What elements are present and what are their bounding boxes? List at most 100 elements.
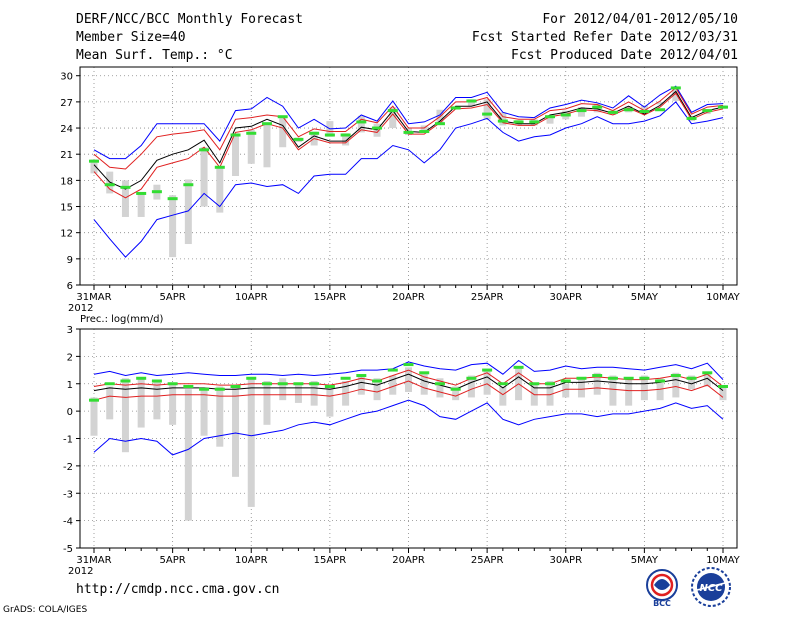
prec-spread-bar [137, 378, 145, 428]
temp-spread-bar [247, 129, 255, 164]
temp-x-tick-label: 5APR [160, 292, 186, 303]
prec-spread-bar [106, 386, 114, 420]
temp-y-tick-label: 27 [60, 98, 73, 109]
temp-y-tick-label: 12 [60, 229, 73, 240]
prec-spread-bar [688, 375, 696, 390]
variable-label: Mean Surf. Temp.: °C [76, 48, 233, 63]
prec-x-tick-label: 10APR [235, 555, 268, 566]
temp-spread-bar [90, 159, 98, 174]
prec-spread-bar [546, 381, 554, 406]
prec-spread-bar [232, 386, 240, 477]
prec-y-tick-label: 0 [67, 407, 73, 418]
temp-spread-bar [232, 133, 240, 176]
prec-spread-bar [279, 378, 287, 401]
prec-spread-bar [200, 389, 208, 436]
temp-spread-bar [483, 99, 491, 120]
temp-spread-bar [279, 116, 287, 148]
temp-y-tick-label: 9 [67, 255, 73, 266]
prec-spread-bar [310, 381, 318, 406]
prec-ensemble_min-line [93, 399, 724, 456]
prec-y-tick-label: -4 [63, 517, 73, 528]
prec-spread-bar [436, 378, 444, 398]
prec-y-tick-label: 3 [67, 325, 73, 336]
prec-y-tick-label: -3 [63, 489, 73, 500]
precip-panel-label: Prec.: log(mm/d) [80, 314, 163, 325]
prec-spread-bar [452, 386, 460, 401]
temp-spread-bar [672, 89, 680, 102]
temp-spread-bar [121, 180, 129, 217]
prec-spread-bar [294, 383, 302, 403]
temp-y-tick-label: 15 [60, 203, 73, 214]
prec-x-tick-label: 5APR [160, 555, 186, 566]
temp-spread-bar [389, 107, 397, 129]
prec-y-tick-label: -2 [63, 462, 73, 473]
prec-ensemble_upper-line [93, 369, 724, 387]
temp-ensemble_upper-line [93, 87, 724, 170]
temp-x-tick-label: 25APR [471, 292, 504, 303]
prec-spread-bar [389, 375, 397, 395]
prec-y-tick-label: 2 [67, 352, 73, 363]
bcc-logo-icon: BCC [646, 569, 678, 608]
forecast-period: For 2012/04/01-2012/05/10 [542, 12, 738, 27]
chart-title: DERF/NCC/BCC Monthly Forecast [76, 12, 303, 27]
prec-x-tick-label: 25APR [471, 555, 504, 566]
temp-x-tick-label: 31MAR [76, 292, 111, 303]
temp-ensemble_min-line [93, 101, 724, 258]
prec-year-label: 2012 [68, 566, 93, 577]
prec-y-tick-label: -1 [63, 435, 73, 446]
temp-spread-bar [640, 105, 648, 114]
prec-spread-bar [169, 383, 177, 425]
temp-spread-bar [200, 147, 208, 207]
temp-y-tick-label: 30 [60, 72, 73, 83]
prec-y-tick-label: -5 [63, 544, 73, 555]
prec-spread-bar [577, 378, 585, 398]
temp-ensemble_mean-line [93, 90, 724, 190]
prec-spread-bar [184, 389, 192, 521]
prec-spread-bar [640, 375, 648, 401]
temp-spread-bar [357, 115, 365, 133]
temp-x-tick-label: 5MAY [631, 292, 659, 303]
prec-spread-bar [153, 381, 161, 420]
prec-spread-bar [703, 372, 711, 387]
temp-x-tick-label: 15APR [314, 292, 347, 303]
footer-url[interactable]: http://cmdp.ncc.cma.gov.cn [76, 582, 280, 597]
prec-spread-bar [420, 372, 428, 395]
prec-spread-bar [467, 375, 475, 398]
prec-x-tick-label: 30APR [549, 555, 582, 566]
temp-y-tick-label: 18 [60, 176, 73, 187]
temp-spread-bar [499, 112, 507, 126]
temperature-panel: 6 9 12 15 18 21 24 27 30 31MAR 5APR 10APR 15APR 20APR… [60, 66, 741, 314]
ncc-logo-text: NCC [699, 583, 723, 594]
temp-x-tick-label: 10APR [235, 292, 268, 303]
temp-spread-bar [546, 116, 554, 124]
prec-x-tick-label: 20APR [392, 555, 425, 566]
prec-spread-bar [625, 378, 633, 406]
member-size: Member Size=40 [76, 30, 186, 45]
temp-x-tick-label: 20APR [392, 292, 425, 303]
prec-spread-bar [247, 378, 255, 507]
prec-spread-bar [672, 372, 680, 398]
temp-spread-bar [184, 179, 192, 245]
prec-spread-bar [121, 378, 129, 453]
prec-spread-bar [483, 370, 491, 395]
temp-y-tick-label: 21 [60, 150, 73, 161]
temp-spread-bar [467, 99, 475, 107]
temp-ensemble_max-line [93, 85, 724, 160]
temp-ensemble_lower-line [93, 92, 724, 199]
prec-spread-bar [216, 386, 224, 447]
grads-credit: GrADS: COLA/IGES [3, 605, 88, 615]
temp-spread-bar [263, 123, 271, 168]
temp-spread-bar [216, 166, 224, 213]
temp-x-tick-label: 30APR [549, 292, 582, 303]
prec-x-tick-label: 31MAR [76, 555, 111, 566]
prec-ensemble_max-line [93, 359, 724, 380]
temp-y-tick-label: 6 [67, 281, 73, 292]
prec-spread-bar [609, 375, 617, 406]
ncc-logo-icon: NCC [691, 567, 731, 607]
prec-spread-bar [499, 386, 507, 406]
prec-spread-bar [593, 372, 601, 395]
prec-ensemble_mean-line [93, 373, 724, 392]
prec-spread-bar [405, 367, 412, 392]
prec-spread-bar [263, 381, 271, 425]
